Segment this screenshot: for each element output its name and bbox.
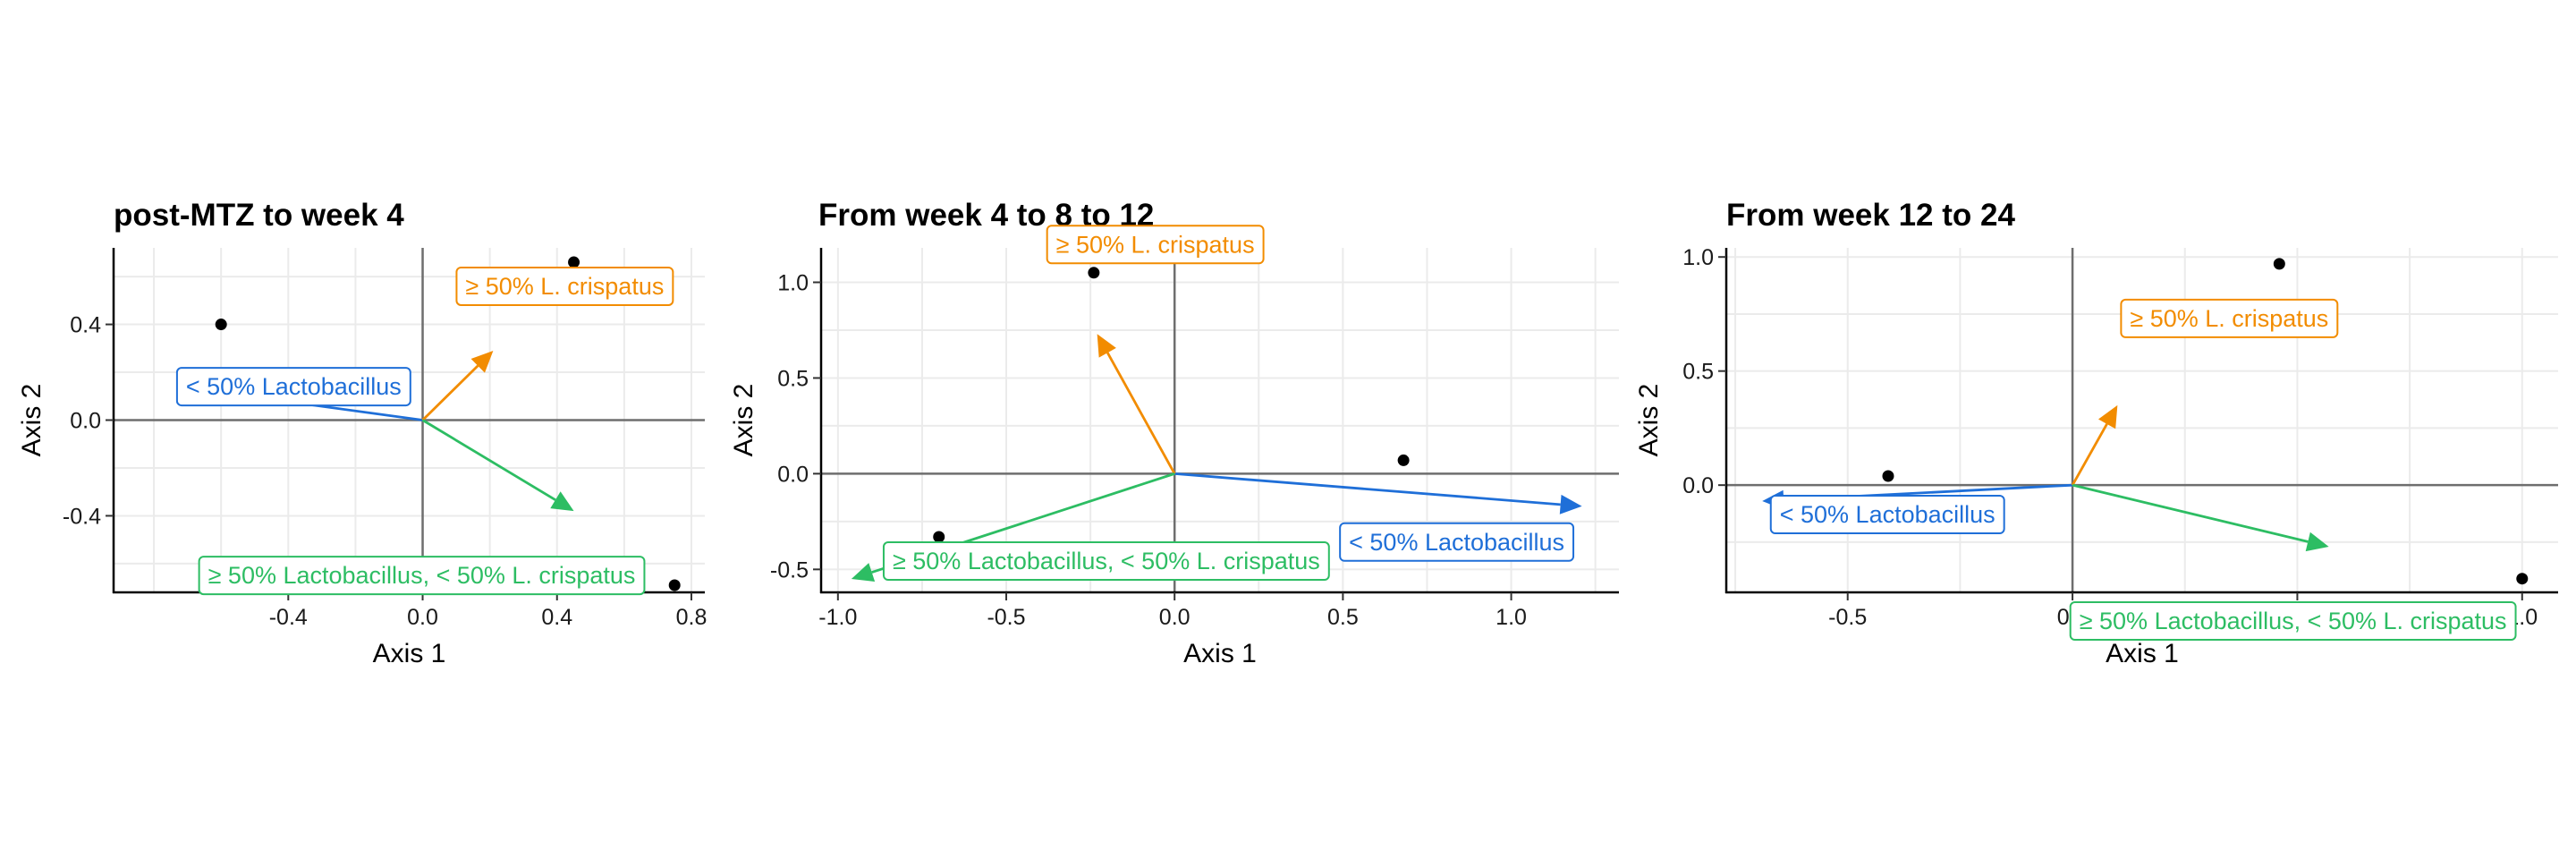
vector-arrowhead — [470, 350, 494, 373]
vector-1 — [421, 350, 494, 421]
vector-arrowhead — [550, 491, 574, 512]
vector-line — [2072, 483, 2309, 543]
y-tick-label: -0.5 — [770, 557, 809, 583]
x-axis-title: Axis 1 — [373, 639, 446, 668]
chart-title: post-MTZ to week 4 — [114, 198, 404, 233]
vector-label-text: ≥ 50% Lactobacillus, < 50% L. crispatus — [208, 562, 636, 589]
data-point — [2273, 258, 2285, 270]
vector-label-2: ≥ 50% Lactobacillus, < 50% L. crispatus — [2069, 601, 2517, 642]
x-tick-label: 0.0 — [407, 605, 438, 630]
x-tick-label: -0.5 — [1828, 605, 1867, 630]
vector-label-box — [2120, 298, 2339, 338]
vector-label-box — [2069, 601, 2517, 642]
vector-label-1: ≥ 50% L. crispatus — [455, 266, 674, 306]
vector-2 — [421, 419, 574, 512]
y-axis-title: Axis 2 — [17, 384, 47, 457]
y-tick-label: 0.0 — [1682, 473, 1714, 498]
vector-label-2: ≥ 50% Lactobacillus, < 50% L. crispatus — [198, 556, 646, 596]
y-tick-label: 0.5 — [777, 366, 809, 391]
vector-arrowhead — [2097, 404, 2118, 430]
x-tick-label: -0.4 — [269, 605, 308, 630]
vector-label-0: < 50% Lactobacillus — [175, 367, 411, 407]
vector-label-box — [1769, 495, 2005, 535]
vector-arrowhead — [2305, 532, 2329, 552]
x-tick-label: -1.0 — [818, 605, 857, 630]
x-tick-label: 0.4 — [541, 605, 572, 630]
y-tick-label: 1.0 — [777, 271, 809, 296]
x-tick-label: 1.0 — [1496, 605, 1527, 630]
vector-label-1: ≥ 50% L. crispatus — [1046, 225, 1265, 265]
data-point — [933, 531, 945, 543]
vector-arrowhead — [1097, 334, 1116, 358]
vector-1 — [2071, 404, 2118, 486]
vector-line — [1106, 352, 1176, 475]
data-point — [2516, 573, 2529, 585]
vector-0 — [1174, 472, 1582, 515]
y-tick-label: 0.0 — [777, 462, 809, 487]
data-point — [1882, 470, 1894, 482]
vector-label-text: ≥ 50% L. crispatus — [465, 273, 664, 300]
vector-label-text: < 50% Lactobacillus — [1780, 501, 1996, 528]
data-point — [668, 579, 681, 591]
x-tick-label: 0.8 — [676, 605, 708, 630]
vector-label-0: < 50% Lactobacillus — [1769, 495, 2005, 535]
vector-arrowhead — [851, 563, 876, 583]
y-axis-title: Axis 2 — [729, 384, 758, 457]
vector-label-text: ≥ 50% Lactobacillus, < 50% L. crispatus — [893, 548, 1320, 574]
data-point — [568, 256, 580, 268]
x-tick-label: -0.5 — [987, 605, 1025, 630]
vector-line — [1174, 472, 1561, 506]
y-tick-label: 1.0 — [1682, 245, 1714, 270]
vector-label-1: ≥ 50% L. crispatus — [2120, 298, 2339, 338]
vector-label-box — [175, 367, 411, 407]
vector-2 — [2072, 483, 2329, 552]
chart-panel-1: -0.4 0.0 0.4 0.8 -0.4 0.0 0.4 post-MTZ to week … — [17, 198, 707, 668]
vector-label-text: ≥ 50% Lactobacillus, < 50% L. crispatus — [2080, 608, 2507, 634]
vector-label-0: < 50% Lactobacillus — [1339, 522, 1575, 562]
vector-label-box — [882, 541, 1330, 582]
data-point — [1088, 267, 1100, 279]
y-axis-title: Axis 2 — [1634, 384, 1664, 457]
vector-label-box — [198, 556, 646, 596]
data-point — [215, 319, 227, 331]
vector-label-box — [455, 266, 674, 306]
x-axis-title: Axis 1 — [1183, 639, 1257, 668]
vector-line — [421, 419, 556, 501]
vector-label-text: < 50% Lactobacillus — [186, 373, 402, 400]
vector-label-box — [1046, 225, 1265, 265]
vector-label-text: < 50% Lactobacillus — [1349, 529, 1564, 556]
x-tick-label: 0.0 — [1159, 605, 1191, 630]
vector-line — [2071, 423, 2108, 486]
y-tick-label: 0.0 — [70, 409, 101, 434]
vector-arrowhead — [1559, 494, 1582, 515]
x-axis-title: Axis 1 — [2106, 639, 2179, 668]
y-tick-label: 0.5 — [1682, 360, 1714, 385]
vector-label-2: ≥ 50% Lactobacillus, < 50% L. crispatus — [882, 541, 1330, 582]
chart-title: From week 12 to 24 — [1726, 198, 2015, 233]
vector-1 — [1097, 334, 1176, 475]
data-point — [1397, 454, 1410, 466]
y-tick-label: 0.4 — [70, 313, 101, 338]
vector-label-box — [1339, 522, 1575, 562]
vector-label-text: ≥ 50% L. crispatus — [1056, 231, 1255, 258]
x-tick-label: 0.5 — [1327, 605, 1359, 630]
y-tick-label: -0.4 — [63, 504, 101, 529]
vector-line — [421, 364, 479, 421]
vector-label-text: ≥ 50% L. crispatus — [2130, 305, 2328, 332]
